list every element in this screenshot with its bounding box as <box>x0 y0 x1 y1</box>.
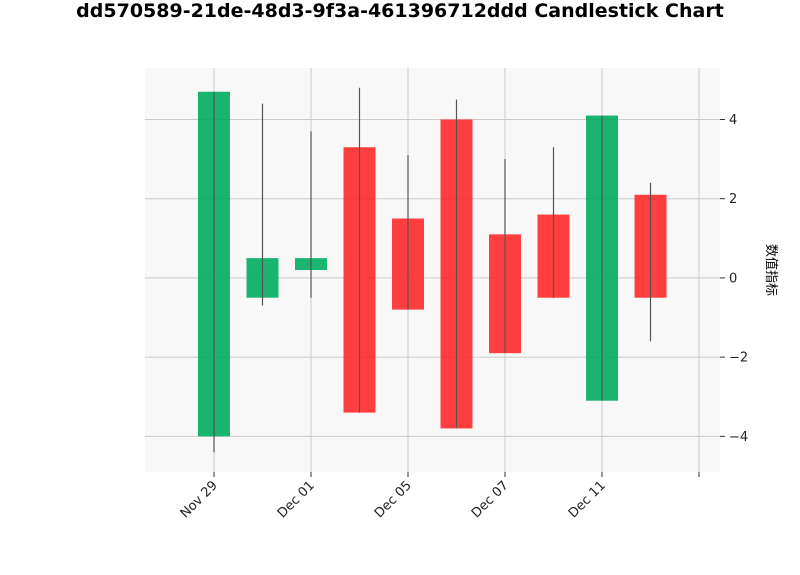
x-tick-label: Dec 05 <box>372 478 415 521</box>
x-tick-label: Nov 29 <box>178 478 221 521</box>
candles <box>198 87 667 453</box>
candle <box>246 103 279 306</box>
plot-area <box>145 68 720 472</box>
y-tick-label: 2 <box>729 192 737 207</box>
chart-title: dd570589-21de-48d3-9f3a-461396712ddd Can… <box>76 0 724 22</box>
candle <box>586 115 618 401</box>
candle <box>634 182 667 342</box>
y-tick-label: 4 <box>729 113 737 128</box>
x-tick-label: Dec 01 <box>275 478 318 521</box>
candle <box>198 91 230 453</box>
y-tick-label: −2 <box>729 351 748 366</box>
candle <box>392 155 424 310</box>
x-tick-label: Dec 07 <box>469 478 512 521</box>
y-axis-label: 数值指标 <box>763 244 779 296</box>
y-tick-label: −4 <box>729 430 748 445</box>
x-tick-label: Dec 11 <box>566 478 609 521</box>
candle <box>343 87 376 413</box>
y-tick-label: 0 <box>729 271 737 286</box>
candle <box>537 147 570 298</box>
candle <box>440 99 473 429</box>
candle <box>295 131 327 298</box>
candle <box>489 159 521 354</box>
